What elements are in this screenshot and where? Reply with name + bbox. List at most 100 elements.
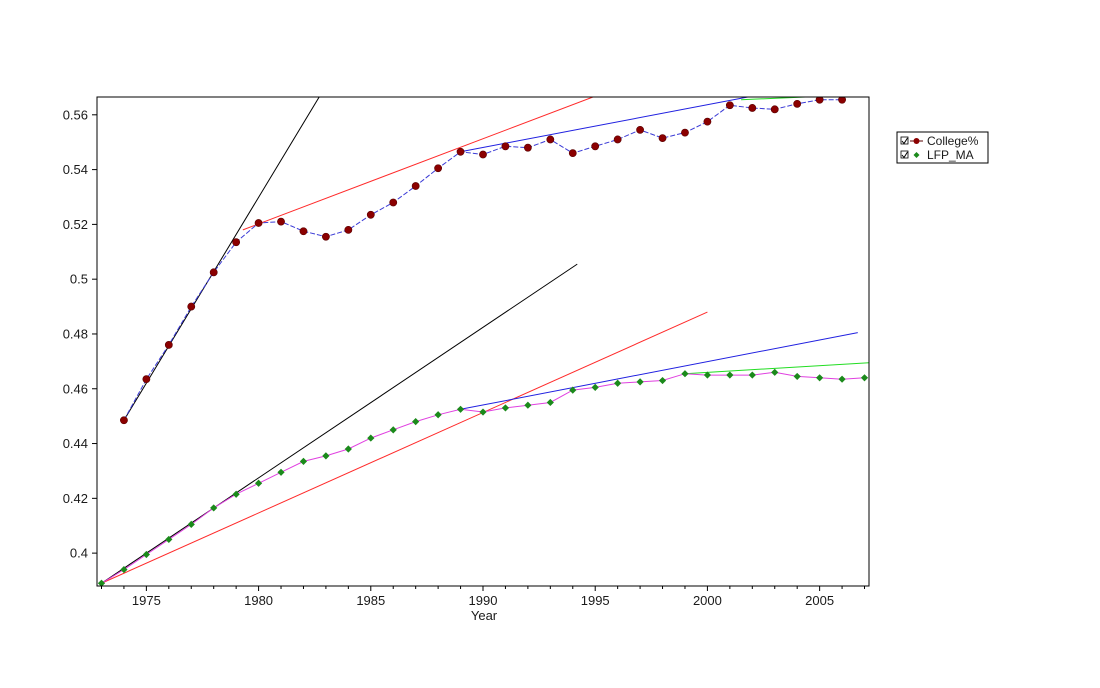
data-point xyxy=(703,117,712,126)
legend-label: College% xyxy=(927,134,979,148)
data-point xyxy=(681,370,689,378)
x-tick-label: 1980 xyxy=(244,593,273,608)
plot-frame xyxy=(96,96,870,587)
data-point xyxy=(366,210,375,219)
data-point xyxy=(860,374,869,382)
data-point xyxy=(568,149,577,158)
trend-line xyxy=(242,97,594,231)
legend-label: LFP_MA xyxy=(927,148,974,162)
legend-marker xyxy=(913,152,920,158)
data-point xyxy=(344,225,353,234)
data-point xyxy=(254,479,263,487)
data-point xyxy=(613,135,622,144)
data-point xyxy=(277,217,285,226)
data-point xyxy=(120,565,128,574)
series-layer xyxy=(97,97,869,586)
trend-lines xyxy=(101,97,869,584)
data-point xyxy=(187,302,196,311)
data-point xyxy=(299,227,308,236)
trend-line xyxy=(101,311,708,584)
checkbox-icon[interactable] xyxy=(900,150,909,159)
data-point xyxy=(210,504,218,512)
data-point xyxy=(501,142,510,151)
check-mark-icon xyxy=(901,151,908,159)
x-tick-label: 2005 xyxy=(805,593,834,608)
data-point xyxy=(209,268,218,277)
data-point xyxy=(232,238,241,247)
data-point xyxy=(322,232,330,241)
data-point xyxy=(658,134,667,142)
data-point xyxy=(165,535,173,544)
data-point xyxy=(142,550,150,559)
y-tick-label: 0.44 xyxy=(63,436,88,451)
data-point xyxy=(187,520,195,528)
x-tick-label: 1990 xyxy=(469,593,498,608)
data-point xyxy=(793,99,802,108)
trend-line xyxy=(741,97,817,101)
x-axis-label: Year xyxy=(471,608,498,623)
checkbox-icon[interactable] xyxy=(900,136,909,145)
data-point xyxy=(748,371,756,379)
data-point xyxy=(681,128,689,137)
y-tick-label: 0.46 xyxy=(63,381,88,396)
data-point xyxy=(164,341,173,349)
data-point xyxy=(546,398,554,407)
data-point xyxy=(389,198,398,207)
legend-item[interactable]: LFP_MA xyxy=(900,148,974,162)
check-mark-icon xyxy=(901,137,908,145)
data-point xyxy=(344,445,352,453)
data-point xyxy=(434,411,442,419)
legend-box xyxy=(896,131,989,164)
y-tick-label: 0.4 xyxy=(70,546,88,561)
data-point xyxy=(523,143,532,152)
trend-line xyxy=(123,97,320,421)
data-point xyxy=(254,219,263,227)
data-point xyxy=(591,383,599,391)
data-point xyxy=(479,150,487,159)
data-point xyxy=(725,101,734,110)
data-point xyxy=(389,426,397,434)
x-tick-label: 1995 xyxy=(581,593,610,608)
data-point xyxy=(816,374,824,382)
data-point xyxy=(479,408,487,416)
y-tick-label: 0.42 xyxy=(63,491,88,506)
trend-line xyxy=(460,97,748,153)
data-point xyxy=(636,125,644,134)
x-tick-label: 1985 xyxy=(356,593,385,608)
data-point xyxy=(838,375,846,383)
data-point xyxy=(434,164,443,173)
data-point xyxy=(658,376,667,385)
data-point xyxy=(412,418,420,426)
data-point xyxy=(367,434,375,442)
y-tick-label: 0.54 xyxy=(63,162,88,177)
data-point xyxy=(726,371,734,379)
legend-item[interactable]: College% xyxy=(900,134,979,148)
data-point xyxy=(120,416,128,425)
data-point xyxy=(97,579,106,586)
data-point xyxy=(770,105,779,114)
data-point xyxy=(142,375,151,384)
series-college- xyxy=(120,97,846,425)
data-point xyxy=(411,182,420,190)
trend-line xyxy=(101,263,578,584)
data-point xyxy=(501,404,510,412)
data-point xyxy=(838,97,846,104)
data-point xyxy=(815,97,824,104)
data-point xyxy=(456,147,465,156)
legend-marker xyxy=(913,138,920,144)
data-point xyxy=(748,104,757,112)
data-point xyxy=(546,135,555,144)
x-axis: 1975 1980 1985 1990 1995 2000 2005 xyxy=(100,586,866,608)
series-line xyxy=(101,371,865,584)
data-point xyxy=(232,490,240,498)
x-tick-label: 2000 xyxy=(693,593,722,608)
legend[interactable]: College%LFP_MA xyxy=(896,131,989,164)
y-axis: 0.4 0.42 0.44 0.46 0.48 0.5 0.52 0.54 0.56 xyxy=(63,107,97,561)
y-tick-label: 0.52 xyxy=(63,217,88,232)
series-lfp-ma xyxy=(97,368,869,586)
data-point xyxy=(277,468,285,476)
data-point xyxy=(524,401,532,409)
data-point xyxy=(771,368,779,376)
data-point xyxy=(703,371,712,379)
